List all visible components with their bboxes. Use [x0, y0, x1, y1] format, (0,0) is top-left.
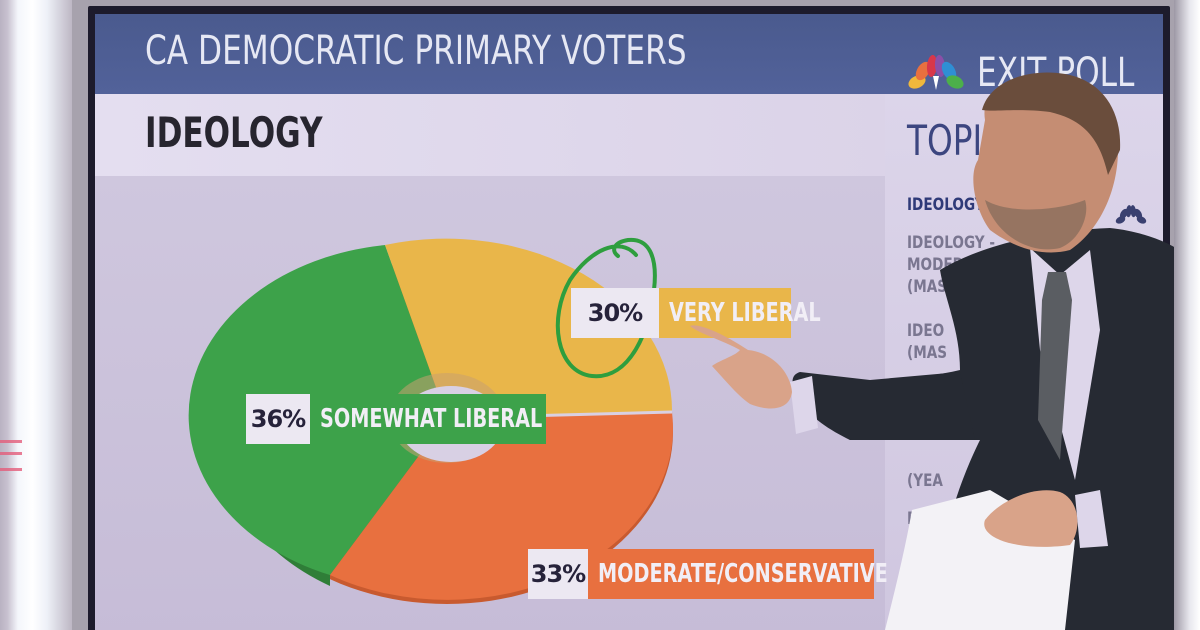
label-very-liberal: 30% VERY LIBERAL	[571, 288, 821, 338]
annotation-circle	[555, 237, 657, 379]
studio-stripe	[0, 468, 22, 471]
section-header: IDEOLOGY	[95, 94, 885, 176]
label-name: MODERATE/CONSERVATIVE	[588, 549, 888, 599]
label-moderate-conservative: 33% MODERATE/CONSERVATIVE	[528, 549, 888, 599]
label-name: VERY LIBERAL	[659, 288, 821, 338]
topics-title: TOPI	[907, 116, 983, 165]
studio-stripe	[0, 452, 22, 455]
studio-light-column	[0, 0, 72, 630]
label-somewhat-liberal: 36% SOMEWHAT LIBERAL	[246, 394, 546, 444]
nbc-peacock-small-icon	[1115, 205, 1147, 224]
label-name: SOMEWHAT LIBERAL	[310, 394, 546, 444]
label-pct: 36%	[246, 394, 310, 444]
nbc-peacock-icon	[908, 55, 964, 90]
label-pct: 30%	[571, 288, 659, 338]
header-title: CA DEMOCRATIC PRIMARY VOTERS	[145, 28, 687, 74]
studio-stripe	[0, 440, 22, 443]
label-pct: 33%	[528, 549, 588, 599]
header-bar: CA DEMOCRATIC PRIMARY VOTERS EXIT POLL	[95, 14, 1163, 96]
studio-right-edge	[1174, 0, 1200, 630]
section-title: IDEOLOGY	[145, 108, 323, 157]
slice-very-liberal[interactable]	[385, 238, 673, 418]
